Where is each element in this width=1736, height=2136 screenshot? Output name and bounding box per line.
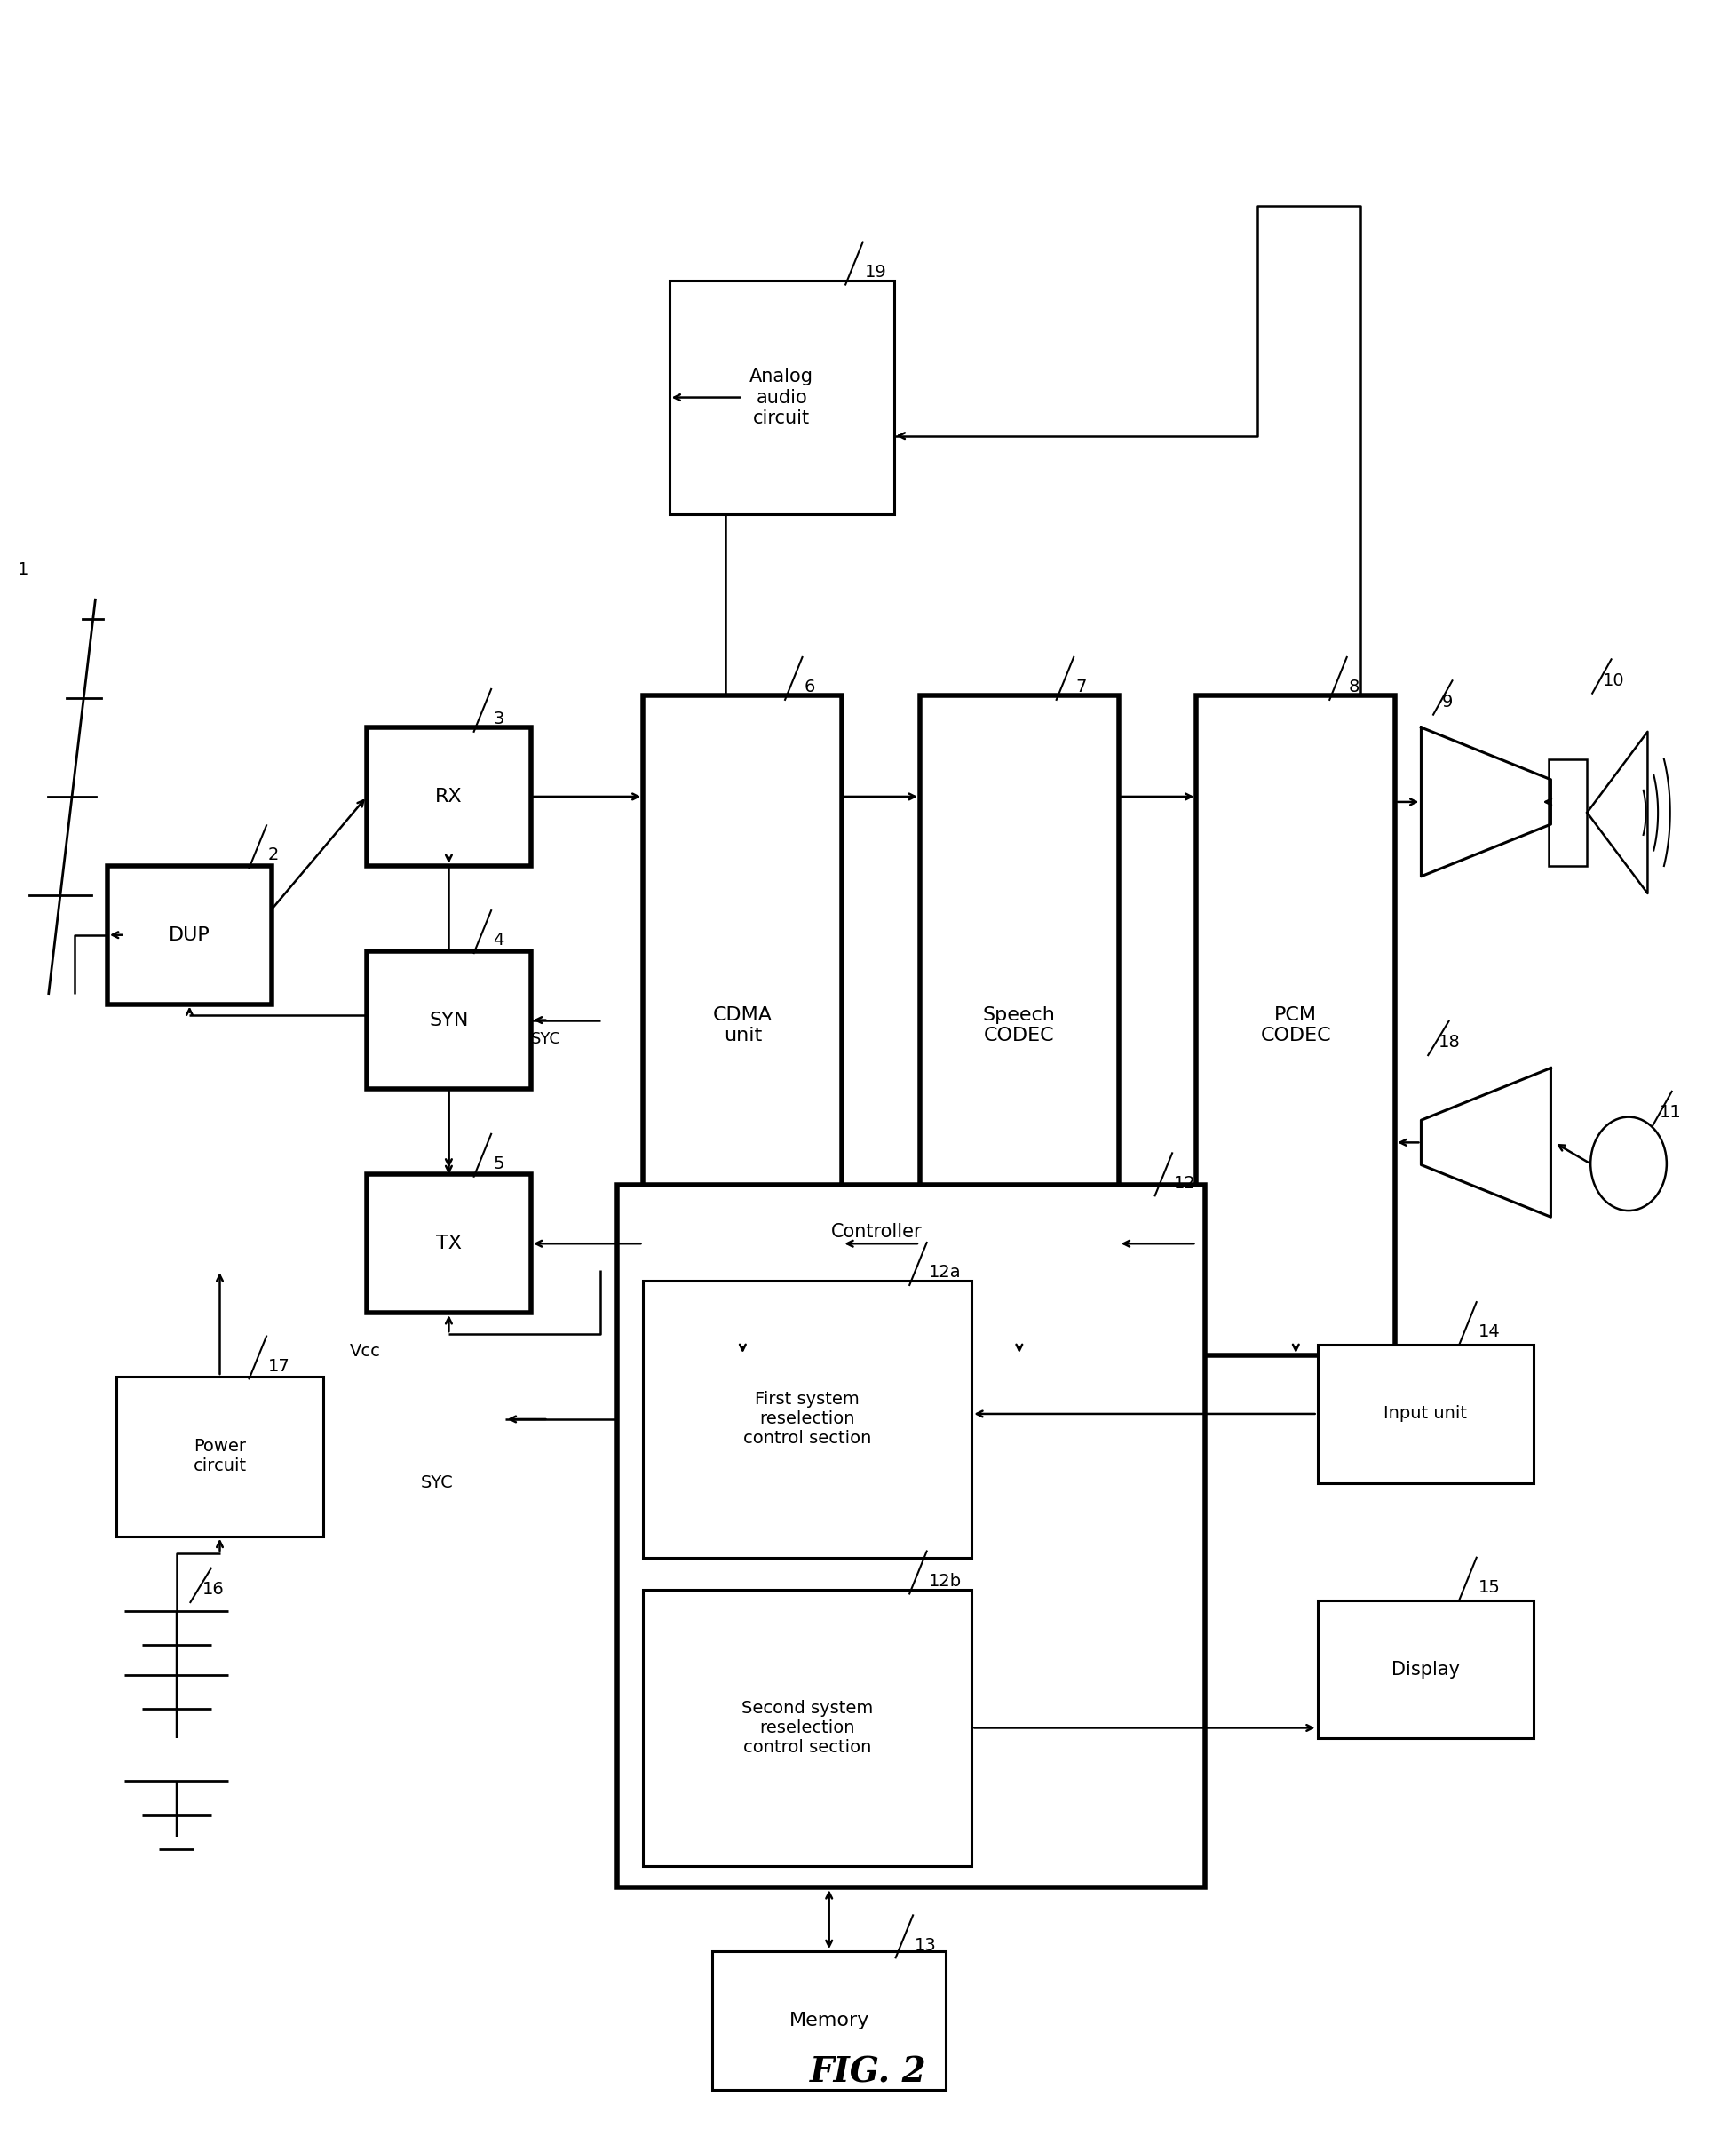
Polygon shape	[1422, 728, 1550, 876]
Text: 2: 2	[267, 846, 279, 863]
Bar	[1318, 1600, 1533, 1739]
Text: 13: 13	[915, 1937, 937, 1954]
Text: Power
circuit: Power circuit	[193, 1438, 247, 1474]
Text: Speech
CODEC: Speech CODEC	[983, 1006, 1055, 1045]
Bar	[366, 1175, 531, 1314]
Text: 15: 15	[1477, 1579, 1500, 1596]
Text: RX: RX	[436, 788, 462, 805]
Text: 17: 17	[267, 1358, 290, 1376]
Text: 8: 8	[1349, 679, 1359, 696]
Bar	[366, 951, 531, 1089]
Text: 12: 12	[1174, 1175, 1196, 1192]
Text: 19: 19	[865, 263, 887, 280]
Bar	[644, 1282, 972, 1557]
Bar	[644, 1589, 972, 1867]
Text: 3: 3	[493, 711, 503, 728]
Bar	[366, 728, 531, 865]
Bar	[1318, 1346, 1533, 1482]
Text: 10: 10	[1602, 673, 1625, 690]
Text: CDMA
unit: CDMA unit	[713, 1006, 773, 1045]
Text: Display: Display	[1391, 1660, 1460, 1679]
Text: FIG. 2: FIG. 2	[809, 2057, 927, 2089]
Bar	[1196, 696, 1396, 1356]
Bar	[644, 696, 842, 1356]
Text: Second system
reselection
control section: Second system reselection control sectio…	[741, 1700, 873, 1756]
Text: Input unit: Input unit	[1384, 1405, 1467, 1423]
Bar	[116, 1376, 323, 1536]
Text: 11: 11	[1660, 1104, 1682, 1121]
Circle shape	[1590, 1117, 1667, 1211]
Text: 1: 1	[17, 562, 28, 579]
Bar	[1549, 760, 1587, 865]
Bar	[108, 865, 271, 1004]
Bar	[668, 280, 894, 515]
Text: Vcc: Vcc	[349, 1344, 380, 1361]
Text: 18: 18	[1439, 1034, 1460, 1051]
Text: SYC: SYC	[531, 1032, 561, 1047]
Text: Controller: Controller	[832, 1224, 922, 1241]
Text: PCM
CODEC: PCM CODEC	[1260, 1006, 1332, 1045]
Text: 9: 9	[1443, 694, 1453, 711]
Bar	[920, 696, 1118, 1356]
Text: 4: 4	[493, 931, 503, 948]
Text: 14: 14	[1477, 1324, 1500, 1341]
Text: 16: 16	[203, 1581, 224, 1598]
Text: TX: TX	[436, 1235, 462, 1252]
Text: DUP: DUP	[168, 927, 210, 944]
Bar	[618, 1185, 1205, 1888]
Text: 12a: 12a	[929, 1265, 962, 1282]
Text: 5: 5	[493, 1156, 503, 1173]
Text: 6: 6	[804, 679, 814, 696]
Text: Analog
audio
circuit: Analog audio circuit	[750, 367, 814, 427]
Text: 7: 7	[1075, 679, 1087, 696]
Text: SYC: SYC	[420, 1474, 453, 1491]
Polygon shape	[1587, 733, 1647, 893]
Bar	[712, 1952, 946, 2089]
Text: First system
reselection
control section: First system reselection control section	[743, 1391, 871, 1448]
Polygon shape	[1422, 1068, 1550, 1218]
Text: 12b: 12b	[929, 1572, 962, 1589]
Text: Memory: Memory	[788, 2012, 870, 2029]
Text: SYN: SYN	[429, 1010, 469, 1030]
